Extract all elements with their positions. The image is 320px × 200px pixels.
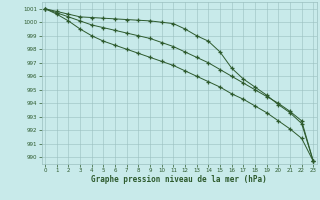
X-axis label: Graphe pression niveau de la mer (hPa): Graphe pression niveau de la mer (hPa)	[91, 175, 267, 184]
